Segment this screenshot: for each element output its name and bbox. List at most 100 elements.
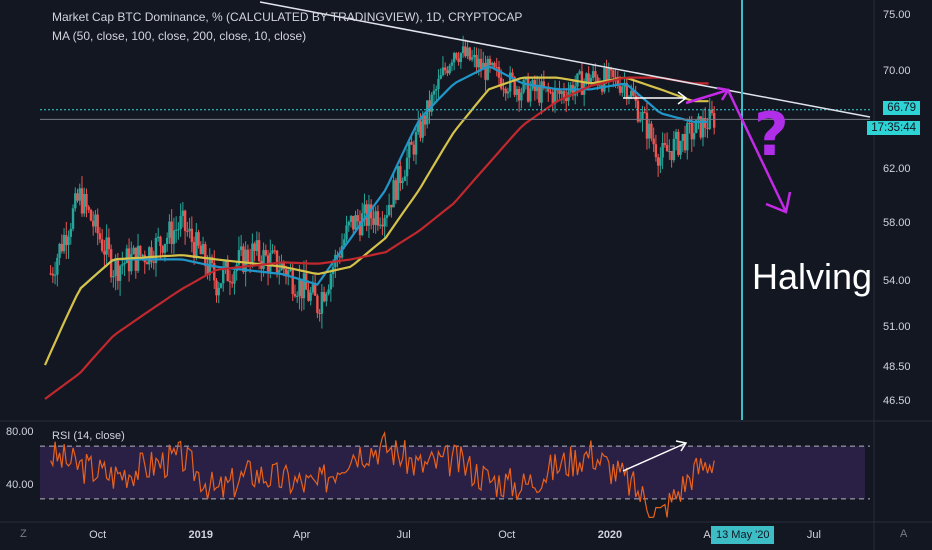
- y-tick-label: 54.00: [883, 274, 911, 287]
- candle-body: [428, 100, 431, 112]
- candle-body: [632, 90, 635, 96]
- candle-body: [396, 166, 400, 200]
- candle-body: [356, 215, 359, 222]
- candle-body: [376, 211, 380, 226]
- x-tick-label: Apr: [293, 529, 311, 541]
- candle-body: [517, 88, 521, 101]
- candle-body: [96, 214, 99, 234]
- candle-body: [663, 143, 667, 145]
- candle-body: [230, 282, 234, 284]
- candle-body: [585, 73, 588, 82]
- candle-body: [224, 260, 227, 268]
- candlestick-series: [49, 35, 716, 329]
- candle-body: [206, 266, 209, 275]
- candle-body: [76, 193, 79, 201]
- zoom-icon[interactable]: Z: [20, 528, 27, 540]
- candle-body: [190, 228, 194, 242]
- x-tick-label: Oct: [89, 529, 107, 541]
- candle-body: [251, 243, 254, 264]
- candle-body: [553, 89, 557, 104]
- last-price-badge: 66.79: [883, 101, 920, 115]
- candle-body: [318, 312, 321, 314]
- candle-body: [421, 115, 424, 138]
- rsi-arrow: [622, 442, 687, 472]
- candle-body: [502, 88, 505, 90]
- candle-body: [253, 243, 256, 251]
- candle-body: [316, 295, 319, 313]
- candle-body: [674, 131, 678, 139]
- candle-body: [300, 279, 303, 299]
- candle-body: [327, 289, 330, 294]
- candle-body: [410, 141, 413, 145]
- candle-body: [51, 273, 55, 276]
- candle-body: [668, 151, 671, 153]
- candle-body: [192, 241, 196, 259]
- candle-body: [654, 144, 658, 158]
- candle-body: [148, 247, 151, 265]
- candle-body: [181, 210, 185, 216]
- candle-body: [437, 78, 440, 90]
- candle-body: [578, 71, 581, 74]
- projection-arrow-up: [716, 86, 731, 101]
- candle-body: [695, 120, 698, 133]
- candle-body: [475, 54, 478, 68]
- candle-body: [60, 243, 64, 252]
- candle-body: [383, 218, 386, 227]
- candle-body: [455, 52, 458, 59]
- candle-body: [614, 76, 617, 78]
- candle-body: [443, 67, 447, 71]
- candle-body: [163, 243, 167, 253]
- candle-body: [394, 180, 398, 200]
- candle-body: [103, 250, 106, 255]
- candle-body: [401, 180, 404, 184]
- halving-label: Halving: [752, 256, 873, 297]
- candle-body: [168, 221, 171, 238]
- candle-body: [284, 269, 288, 277]
- candle-body: [591, 71, 595, 78]
- candle-body: [688, 122, 691, 124]
- candle-body: [170, 221, 173, 245]
- candle-body: [477, 58, 480, 68]
- candle-body: [621, 86, 624, 93]
- candle-body: [547, 86, 550, 92]
- candle-body: [154, 237, 158, 264]
- candle-body: [172, 230, 176, 245]
- ma-indicator-label: MA (50, close, 100, close, 200, close, 1…: [52, 29, 307, 43]
- y-tick-label: 51.00: [883, 320, 911, 333]
- candle-body: [372, 218, 375, 225]
- candle-body: [412, 144, 415, 155]
- candle-body: [275, 250, 279, 273]
- candle-body: [49, 273, 52, 275]
- candle-body: [450, 62, 454, 66]
- candle-body: [392, 180, 395, 208]
- candle-body: [643, 111, 646, 113]
- candle-body: [565, 97, 568, 101]
- candle-body: [414, 132, 418, 155]
- candle-body: [109, 249, 113, 278]
- candle-body: [307, 289, 310, 301]
- auto-scale-icon[interactable]: A: [900, 528, 908, 540]
- candle-body: [116, 258, 120, 281]
- x-tick-label: 2020: [597, 529, 623, 541]
- candle-body: [313, 284, 317, 296]
- candle-body: [195, 232, 198, 259]
- candle-body: [114, 258, 117, 276]
- candle-body: [686, 122, 689, 151]
- candle-body: [607, 68, 611, 81]
- candle-body: [464, 46, 467, 57]
- candle-body: [625, 82, 628, 99]
- candle-body: [91, 220, 95, 227]
- candle-body: [535, 84, 539, 92]
- candle-body: [278, 270, 281, 273]
- candle-body: [354, 215, 357, 230]
- candle-body: [645, 112, 649, 139]
- candle-body: [177, 229, 180, 231]
- candle-body: [269, 252, 272, 272]
- candle-body: [524, 77, 528, 80]
- candle-body: [515, 88, 519, 95]
- candle-body: [486, 58, 489, 80]
- candle-body: [358, 221, 362, 236]
- x-tick-label: Jul: [806, 529, 821, 541]
- candle-body: [325, 293, 328, 302]
- countdown-badge: 17:35:44: [867, 121, 920, 135]
